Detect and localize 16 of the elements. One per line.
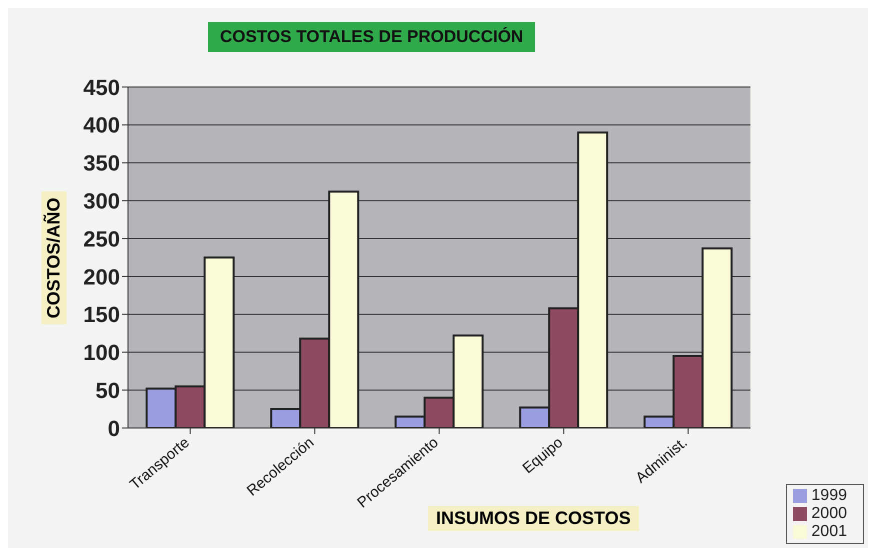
y-tick-label: 250 xyxy=(83,226,120,252)
y-tick-label: 300 xyxy=(83,188,120,214)
y-tick-label: 450 xyxy=(83,74,120,100)
legend-label: 2000 xyxy=(811,505,847,522)
legend-label: 1999 xyxy=(811,487,847,504)
x-axis-title: INSUMOS DE COSTOS xyxy=(428,506,639,531)
y-tick-label: 400 xyxy=(83,112,120,138)
legend-label: 2001 xyxy=(811,523,847,540)
y-axis-title: COSTOS/AÑO xyxy=(42,192,66,324)
chart-title: COSTOS TOTALES DE PRODUCCIÓN xyxy=(208,22,536,52)
y-tick-label: 50 xyxy=(96,378,120,403)
y-tick-label: 0 xyxy=(108,416,120,441)
y-tick-label: 200 xyxy=(83,264,120,290)
y-tick-label: 150 xyxy=(83,302,120,328)
y-tick-label: 100 xyxy=(83,340,120,366)
y-tick-label: 350 xyxy=(83,150,120,176)
